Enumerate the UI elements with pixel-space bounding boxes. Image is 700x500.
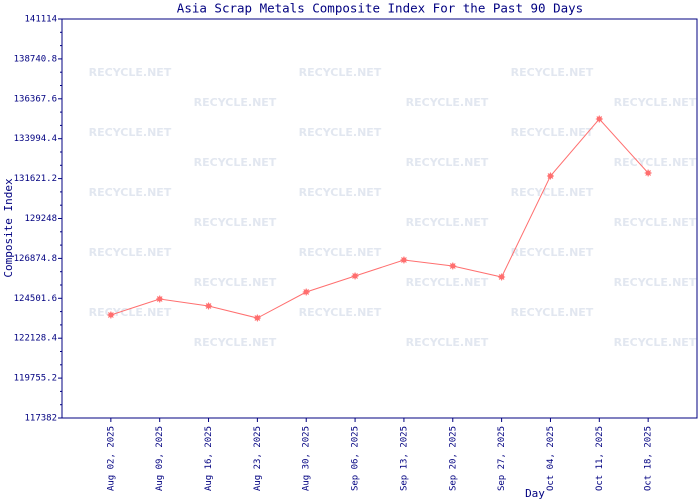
marker-stroke — [645, 170, 652, 176]
watermark: RECYCLE.NET — [511, 306, 594, 319]
y-axis-label: Composite Index — [2, 178, 15, 278]
data-point — [302, 288, 310, 296]
x-axis-label: Day — [525, 487, 545, 500]
y-tick-label: 117382 — [24, 414, 57, 424]
x-tick-label: Sep 27, 2025 — [497, 426, 507, 491]
watermark: RECYCLE.NET — [194, 156, 277, 169]
x-tick-label: Oct 11, 2025 — [595, 426, 605, 491]
watermark: RECYCLE.NET — [299, 246, 382, 259]
x-tick-label: Oct 04, 2025 — [546, 426, 556, 491]
marker-stroke — [352, 273, 358, 279]
data-point — [546, 172, 554, 180]
watermark: RECYCLE.NET — [406, 96, 489, 109]
x-tick-label: Oct 18, 2025 — [644, 426, 654, 491]
x-tick-label: Aug 16, 2025 — [204, 426, 214, 491]
watermark: RECYCLE.NET — [406, 216, 489, 229]
marker-stroke — [449, 263, 456, 269]
data-point — [156, 295, 164, 303]
watermark: RECYCLE.NET — [89, 126, 172, 139]
data-point — [400, 256, 408, 264]
watermark: RECYCLE.NET — [89, 306, 172, 319]
watermark: RECYCLE.NET — [511, 246, 594, 259]
watermark: RECYCLE.NET — [614, 96, 697, 109]
watermark: RECYCLE.NET — [614, 216, 697, 229]
data-point — [107, 311, 115, 319]
x-tick-label: Sep 20, 2025 — [448, 426, 458, 491]
y-tick-label: 126874.8 — [14, 254, 57, 264]
x-tick-label: Sep 13, 2025 — [399, 426, 409, 491]
y-tick-label: 119755.2 — [14, 374, 57, 384]
watermark: RECYCLE.NET — [299, 186, 382, 199]
watermark: RECYCLE.NET — [614, 156, 697, 169]
watermark: RECYCLE.NET — [89, 66, 172, 79]
marker-stroke — [205, 303, 212, 309]
y-tick-label: 122128.4 — [14, 334, 57, 344]
data-point — [351, 272, 359, 280]
x-tick-label: Aug 09, 2025 — [155, 426, 165, 491]
watermark: RECYCLE.NET — [194, 96, 277, 109]
watermark: RECYCLE.NET — [406, 276, 489, 289]
x-tick-label: Sep 06, 2025 — [351, 426, 361, 491]
marker-stroke — [547, 173, 554, 179]
chart-title: Asia Scrap Metals Composite Index For th… — [177, 1, 583, 16]
data-point — [644, 169, 652, 177]
watermark: RECYCLE.NET — [511, 126, 594, 139]
data-point — [595, 115, 603, 123]
x-tick-label: Aug 02, 2025 — [106, 426, 116, 491]
watermark: RECYCLE.NET — [194, 336, 277, 349]
watermark: RECYCLE.NET — [194, 216, 277, 229]
watermark: RECYCLE.NET — [89, 246, 172, 259]
marker-stroke — [498, 274, 505, 280]
y-tick-label: 136367.6 — [14, 94, 57, 104]
marker-stroke — [107, 312, 114, 318]
watermark: RECYCLE.NET — [406, 336, 489, 349]
data-point — [498, 273, 506, 281]
y-tick-label: 124501.6 — [14, 294, 57, 304]
data-point — [449, 262, 457, 270]
watermark: RECYCLE.NET — [89, 186, 172, 199]
watermark: RECYCLE.NET — [299, 66, 382, 79]
watermark: RECYCLE.NET — [299, 306, 382, 319]
data-point — [253, 314, 261, 322]
x-tick-label: Aug 30, 2025 — [302, 426, 312, 491]
watermark: RECYCLE.NET — [614, 276, 697, 289]
y-tick-label: 129248 — [24, 214, 57, 224]
marker-stroke — [254, 315, 261, 321]
marker-stroke — [401, 257, 407, 263]
watermark: RECYCLE.NET — [614, 336, 697, 349]
watermark: RECYCLE.NET — [511, 66, 594, 79]
watermark: RECYCLE.NET — [511, 186, 594, 199]
watermark: RECYCLE.NET — [194, 276, 277, 289]
data-point — [205, 302, 213, 310]
y-tick-label: 138740.8 — [14, 54, 57, 64]
y-tick-label: 133994.4 — [14, 134, 57, 144]
data-line — [110, 118, 649, 319]
watermark: RECYCLE.NET — [299, 126, 382, 139]
watermark: RECYCLE.NET — [406, 156, 489, 169]
x-tick-label: Aug 23, 2025 — [253, 426, 263, 491]
y-tick-label: 141114 — [24, 15, 57, 25]
marker-stroke — [596, 116, 603, 122]
marker-stroke — [303, 289, 310, 295]
marker-stroke — [156, 296, 163, 302]
y-tick-label: 131621.2 — [14, 174, 57, 184]
